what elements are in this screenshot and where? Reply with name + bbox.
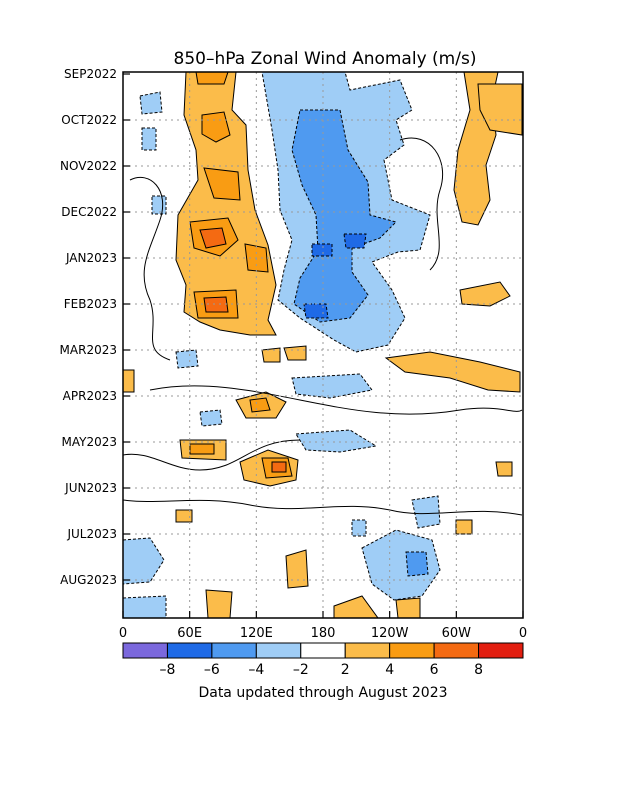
colorbar-swatch	[433, 642, 480, 659]
easterly-patch-indian-ocean-oct	[141, 127, 157, 151]
colorbar-swatch	[300, 642, 346, 659]
x-tick-label: 180	[311, 626, 336, 641]
easterly-peak-central-pacific-jan-2	[343, 233, 367, 249]
y-axis: SEP2022 OCT2022 NOV2022 DEC2022 JAN2023 FEB20…	[60, 67, 130, 587]
easterly-core-central-pacific	[291, 109, 397, 323]
y-tick-label: JAN2023	[65, 251, 117, 265]
x-axis: 0 60E 120E 180 120W 60W 0	[119, 611, 527, 641]
westerly-core-indian-ocean-dec	[203, 167, 241, 201]
easterly-patch-west-pacific-jul	[351, 519, 367, 537]
y-tick-label: SEP2022	[64, 67, 117, 81]
colorbar-tick-label: –4	[248, 662, 264, 678]
y-tick-label: OCT2022	[61, 113, 117, 127]
easterly-core-central-pacific-jul	[405, 551, 429, 577]
westerly-patch-east-pacific-jun	[495, 461, 513, 477]
colorbar-swatch	[211, 642, 257, 659]
westerly-peak-indian-ocean-feb	[203, 296, 229, 313]
colorbar-tick-label: 4	[385, 662, 394, 678]
x-tick-label: 60W	[442, 626, 472, 641]
westerly-peak-indian-ocean-jan	[199, 227, 227, 249]
westerly-patch-east-pacific-oct	[477, 83, 523, 136]
colorbar-tick-label: –8	[159, 662, 175, 678]
colorbar-tick-label: –2	[293, 662, 309, 678]
westerly-patch-east-pacific-jul	[455, 519, 473, 535]
colorbar-swatch	[389, 642, 435, 659]
colorbar-swatch	[344, 642, 391, 659]
y-tick-label: AUG2023	[60, 573, 117, 587]
chart-title: 850–hPa Zonal Wind Anomaly (m/s)	[174, 49, 477, 69]
easterly-patch-central-pacific-jul	[361, 529, 441, 601]
colorbar-tick-label: 6	[430, 662, 439, 678]
colorbar-swatch	[122, 642, 168, 659]
westerly-patch-indian-ocean-aug	[205, 589, 233, 618]
westerly-core-indian-ocean-sep	[195, 72, 229, 85]
y-tick-label: FEB2023	[64, 297, 117, 311]
easterly-patch-indian-ocean-mar	[175, 349, 199, 369]
zero-contour-2	[149, 385, 523, 415]
westerly-patch-west-edge-mar	[123, 369, 135, 393]
westerly-core-indian-ocean-may	[189, 443, 215, 455]
easterly-patch-west-edge-aug	[123, 595, 167, 618]
y-tick-label: DEC2022	[61, 205, 117, 219]
westerly-patch-east-pacific-aug	[395, 597, 421, 618]
zero-contour-3	[123, 499, 523, 516]
x-tick-label: 120W	[371, 626, 409, 641]
westerly-peak-west-pacific-jun	[271, 461, 287, 473]
easterly-patch-west-pacific-jun	[411, 495, 441, 529]
westerly-patch-maritime-aug	[285, 549, 309, 589]
easterly-patch-indian-ocean-sep	[139, 91, 163, 115]
grid-lines	[123, 72, 523, 618]
x-tick-label: 0	[519, 626, 527, 641]
colorbar: –8 –6 –4 –2 2 4 6 8	[122, 642, 524, 678]
westerly-core-maritime-apr	[249, 397, 271, 413]
colorbar-tick-label: 2	[341, 662, 350, 678]
easterly-patch-indian-ocean-apr	[199, 409, 223, 427]
westerly-patch-maritime-mar	[261, 347, 281, 363]
y-tick-label: NOV2022	[60, 159, 117, 173]
x-tick-label: 120E	[240, 626, 273, 641]
colorbar-tick-label: 8	[474, 662, 483, 678]
easterly-patch-central-pacific-apr	[291, 373, 373, 399]
westerly-patch-indian-ocean-jun	[175, 509, 193, 523]
westerly-patch-dateline-aug	[333, 595, 379, 618]
x-tick-label: 0	[119, 626, 127, 641]
colorbar-tick-label: –6	[204, 662, 220, 678]
colorbar-swatch	[478, 642, 524, 659]
colorbar-swatch	[255, 642, 302, 659]
y-tick-label: MAY2023	[62, 435, 118, 449]
zero-contour-5	[123, 439, 301, 471]
easterly-peak-central-pacific-feb	[303, 303, 329, 319]
zero-contour-4	[399, 137, 444, 271]
zero-contour-1	[129, 176, 171, 361]
colorbar-swatch	[166, 642, 213, 659]
westerly-patch-dateline-mar	[283, 345, 307, 361]
easterly-patch-central-pacific-may	[295, 429, 378, 453]
y-tick-label: JUN2023	[64, 481, 117, 495]
westerly-patch-east-pacific-feb	[459, 281, 511, 307]
footer-note: Data updated through August 2023	[198, 685, 447, 701]
easterly-patch-indian-ocean-jul	[123, 537, 165, 585]
y-tick-label: MAR2023	[60, 343, 117, 357]
y-tick-label: APR2023	[63, 389, 117, 403]
x-tick-label: 60E	[177, 626, 202, 641]
easterly-patch-indian-ocean-dec	[151, 195, 167, 215]
easterly-peak-central-pacific-jan	[311, 243, 333, 257]
westerly-band-east-pacific-mar	[384, 351, 521, 393]
y-tick-label: JUL2023	[66, 527, 117, 541]
